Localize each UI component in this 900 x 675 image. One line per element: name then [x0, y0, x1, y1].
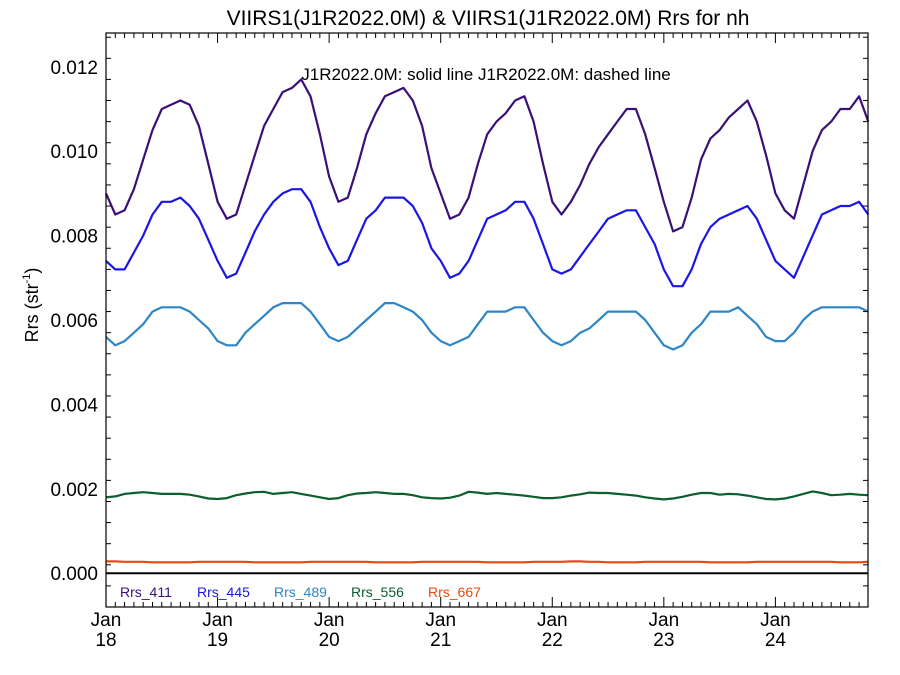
- series-line-rrs-489: [105, 302, 869, 351]
- legend-entry-rrs-489: Rrs_489: [274, 584, 327, 600]
- svg-text:Rrs (str-1): Rrs (str-1): [21, 268, 42, 343]
- x-tick-label-year: 19: [207, 630, 228, 651]
- series-line-rrs-445: [105, 188, 870, 288]
- x-tick-label-year: 24: [765, 630, 787, 651]
- x-tick-label-month: Jan: [760, 610, 791, 631]
- y-tick-label: 0.002: [50, 480, 98, 501]
- x-tick-label-month: Jan: [537, 610, 568, 631]
- y-axis-label: Rrs (str-1): [21, 268, 42, 343]
- chart-title: VIIRS1(J1R2022.0M) & VIIRS1(J1R2022.0M) …: [227, 7, 750, 30]
- x-tick-label-month: Jan: [649, 610, 680, 631]
- legend-entry-rrs-556: Rrs_556: [351, 584, 404, 600]
- x-tick-label-year: 21: [430, 630, 451, 651]
- y-axis-label-main: Rrs (str: [22, 283, 42, 342]
- legend-entry-rrs-667: Rrs_667: [428, 584, 481, 600]
- y-axis-label-superscript: -1: [21, 274, 33, 284]
- legend-entry-rrs-445: Rrs_445: [197, 584, 250, 600]
- series-line-rrs-411: [104, 78, 870, 233]
- y-tick-label: 0.006: [50, 311, 98, 332]
- x-tick-label-year: 22: [542, 630, 563, 651]
- x-tick-label-month: Jan: [202, 610, 233, 631]
- x-tick-label-month: Jan: [91, 610, 122, 631]
- x-tick-label-year: 23: [653, 630, 674, 651]
- plot-area: [104, 78, 870, 575]
- series-line-rrs-556: [105, 490, 869, 501]
- y-tick-label: 0.000: [50, 564, 98, 585]
- legend: Rrs_411 Rrs_445 Rrs_489 Rrs_556 Rrs_667: [120, 584, 481, 600]
- x-tick-label-year: 20: [319, 630, 340, 651]
- x-tick-label-year: 18: [95, 630, 116, 651]
- y-tick-label: 0.012: [50, 58, 98, 79]
- legend-entry-rrs-411: Rrs_411: [120, 584, 172, 600]
- series-line-rrs-667: [106, 560, 869, 564]
- y-tick-label: 0.010: [50, 142, 98, 163]
- x-tick-label-month: Jan: [425, 610, 456, 631]
- x-tick-label-month: Jan: [314, 610, 345, 631]
- y-axis-label-close: ): [22, 268, 42, 274]
- y-tick-label: 0.008: [50, 227, 98, 248]
- y-tick-label: 0.004: [50, 395, 98, 416]
- chart-subtitle: J1R2022.0M: solid line J1R2022.0M: dashe…: [301, 65, 671, 84]
- axes: 0.0000.0020.0040.0060.0080.0100.012Jan18…: [50, 32, 869, 651]
